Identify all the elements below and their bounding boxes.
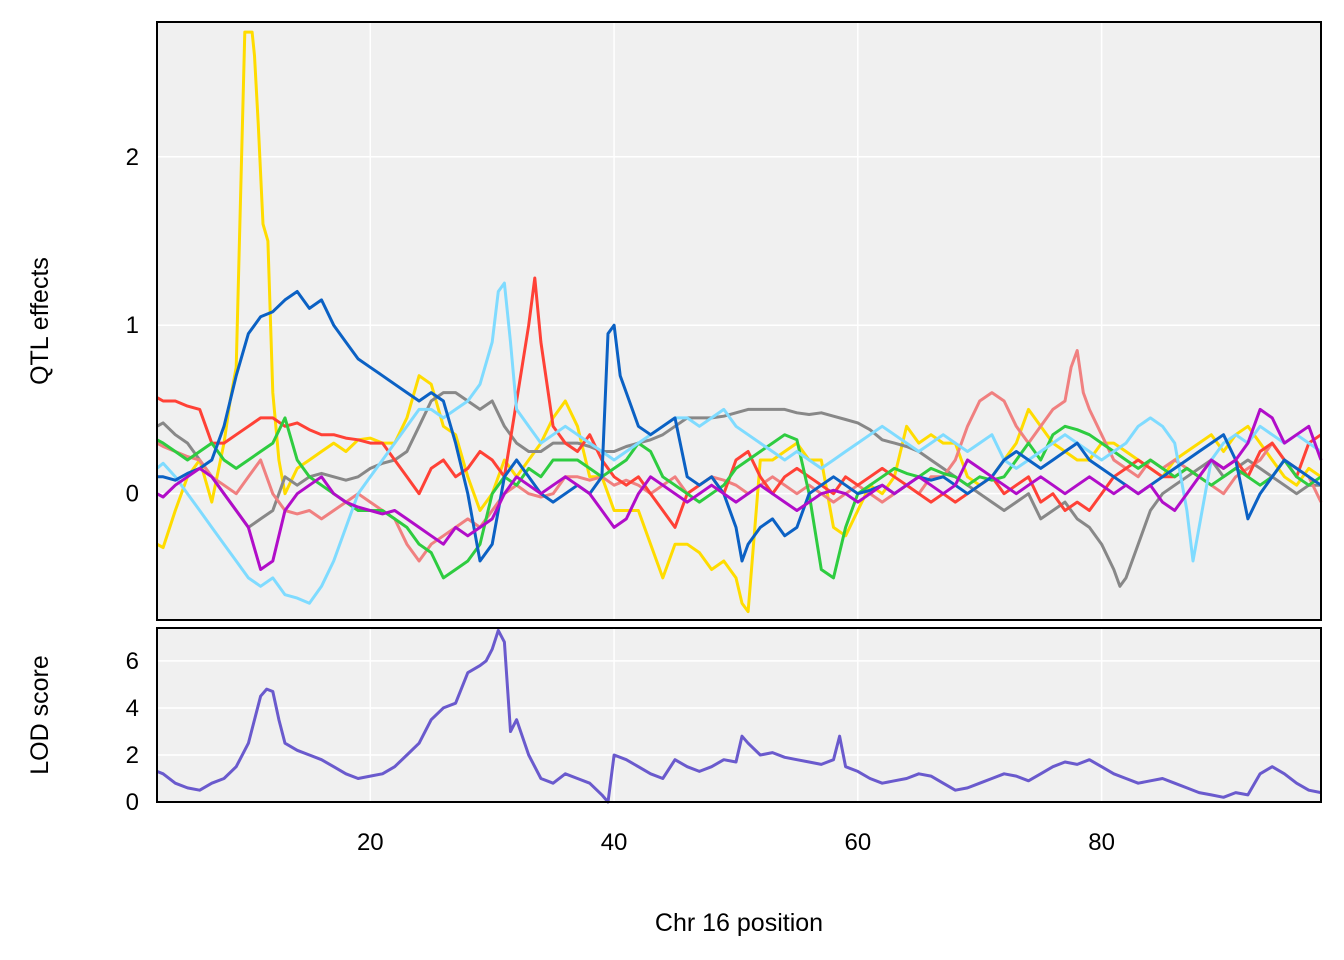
effects-y-tick-0: 0 <box>126 481 139 508</box>
effects-y-tick-2: 2 <box>126 144 139 171</box>
effects-y-tick-labels: 0 1 2 <box>126 144 139 508</box>
effects-panel: 0 1 2 QTL effects <box>26 21 1323 621</box>
effects-gridlines <box>157 22 1321 620</box>
effects-series-line-6 <box>157 290 1322 563</box>
effects-series-group <box>156 30 1323 614</box>
lod-y-tick-1: 2 <box>126 742 139 769</box>
effects-series-line-0 <box>156 30 1322 614</box>
lod-frame <box>156 627 1322 803</box>
lod-panel: 0 2 4 6 20 40 60 80 LOD score Chr 16 position <box>26 627 1322 937</box>
effects-frame <box>156 21 1322 621</box>
lod-plot-area <box>157 628 1321 802</box>
lod-y-axis-label: LOD score <box>26 655 54 774</box>
lod-series-line-0 <box>156 628 1322 804</box>
effects-series-line-7 <box>156 407 1323 571</box>
x-tick-3: 80 <box>1088 829 1115 856</box>
x-tick-labels: 20 40 60 80 <box>357 829 1115 856</box>
lod-y-tick-2: 4 <box>126 695 139 722</box>
lod-y-tick-labels: 0 2 4 6 <box>126 648 139 816</box>
lod-series-group <box>156 628 1322 804</box>
lod-y-tick-3: 6 <box>126 648 139 675</box>
x-tick-1: 40 <box>601 829 628 856</box>
effects-series-line-5 <box>156 281 1322 605</box>
effects-series-line-1 <box>156 391 1321 588</box>
x-tick-2: 60 <box>844 829 871 856</box>
lod-y-tick-0: 0 <box>126 789 139 816</box>
effects-y-axis-label: QTL effects <box>26 257 54 385</box>
x-tick-0: 20 <box>357 829 384 856</box>
x-axis-label: Chr 16 position <box>655 909 823 937</box>
effects-plot-area <box>157 22 1321 620</box>
effects-y-tick-1: 1 <box>126 312 139 339</box>
